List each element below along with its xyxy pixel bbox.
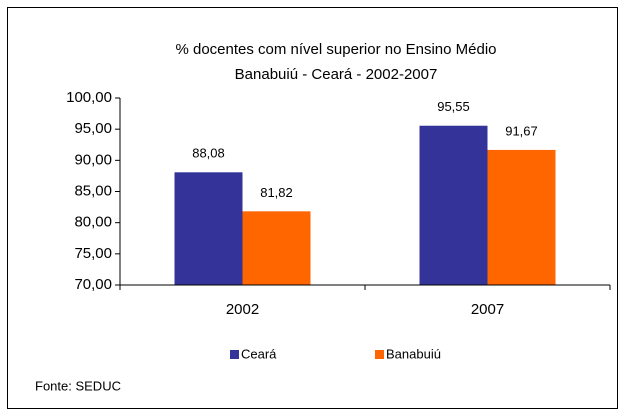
data-label: 88,08 xyxy=(192,146,225,161)
y-tick-label: 95,00 xyxy=(74,120,112,137)
legend-swatch xyxy=(230,350,239,359)
chart-title: % docentes com nível superior no Ensino … xyxy=(175,41,496,58)
bar xyxy=(419,125,488,285)
x-tick-label: 2002 xyxy=(226,301,259,318)
legend-label: Banabuiú xyxy=(386,346,441,361)
y-tick-label: 85,00 xyxy=(74,182,112,199)
source: Fonte: SEDUC xyxy=(35,378,121,393)
y-tick-label: 80,00 xyxy=(74,214,112,231)
data-label: 95,55 xyxy=(437,99,470,114)
y-tick-label: 70,00 xyxy=(74,276,112,293)
y-tick-label: 100,00 xyxy=(66,89,112,106)
bar xyxy=(174,172,243,285)
legend-swatch xyxy=(375,350,384,359)
bar xyxy=(242,211,311,285)
data-label: 81,82 xyxy=(260,185,293,200)
legend-label: Ceará xyxy=(241,346,277,361)
y-tick-label: 90,00 xyxy=(74,151,112,168)
chart-subtitle: Banabuiú - Ceará - 2002-2007 xyxy=(235,66,438,83)
bar xyxy=(487,149,556,285)
data-label: 91,67 xyxy=(505,123,538,138)
y-tick-label: 75,00 xyxy=(74,245,112,262)
x-tick-label: 2007 xyxy=(471,301,504,318)
